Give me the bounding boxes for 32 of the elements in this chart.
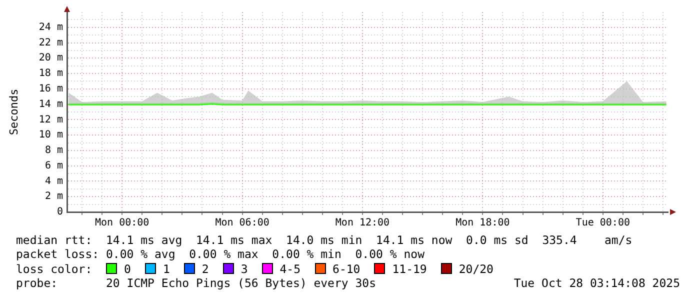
y-axis-title: Seconds <box>7 88 20 136</box>
y-tick-label: 6 m <box>44 160 63 172</box>
x-tick-label: Tue 00:00 <box>576 218 630 229</box>
legend-label: 2 <box>202 262 209 276</box>
y-tick-label: 16 m <box>38 84 63 95</box>
legend-label: 3 <box>240 262 248 276</box>
legend-title: loss color: <box>16 262 94 276</box>
y-tick-label: 24 m <box>38 22 63 33</box>
y-tick-label: 14 m <box>38 98 63 110</box>
x-tick-label: Mon 06:00 <box>215 218 270 229</box>
y-tick-label: 4 m <box>44 176 63 187</box>
x-tick-label: Mon 00:00 <box>95 218 150 229</box>
y-tick-label: 22 m <box>38 37 63 48</box>
text: Tue Oct 28 03:14:08 2025 <box>514 276 680 290</box>
legend-label: 6-10 <box>332 262 360 276</box>
y-tick-label: 20 m <box>38 52 63 64</box>
legend-label: 0 <box>124 262 131 276</box>
x-tick-label: Mon 12:00 <box>335 218 390 229</box>
y-tick-label: 12 m <box>38 114 63 126</box>
y-tick-label: 10 m <box>38 130 63 141</box>
text: probe: 20 ICMP Echo Pings (56 Bytes) every 30s <box>16 276 376 290</box>
legend-label: 11-19 <box>392 262 427 276</box>
y-tick-label: 18 m <box>38 68 63 80</box>
y-tick-label: 2 m <box>44 191 63 202</box>
legend-label: 1 <box>162 262 170 276</box>
text: median rtt: 14.1 ms avg 14.1 ms max 14.0 ms min 14.1 ms now 0.0 ms sd 335.4 am/s <box>16 233 632 247</box>
legend-label: 4-5 <box>280 262 301 276</box>
text: packet loss: 0.00 % avg 0.00 % max 0.00 % min 0.00 % now <box>16 247 424 262</box>
legend-label: 20/20 <box>458 262 494 276</box>
x-tick-label: Mon 18:00 <box>456 218 510 229</box>
y-tick-label: 8 m <box>44 145 63 156</box>
y-tick-label: 0 <box>56 206 63 218</box>
